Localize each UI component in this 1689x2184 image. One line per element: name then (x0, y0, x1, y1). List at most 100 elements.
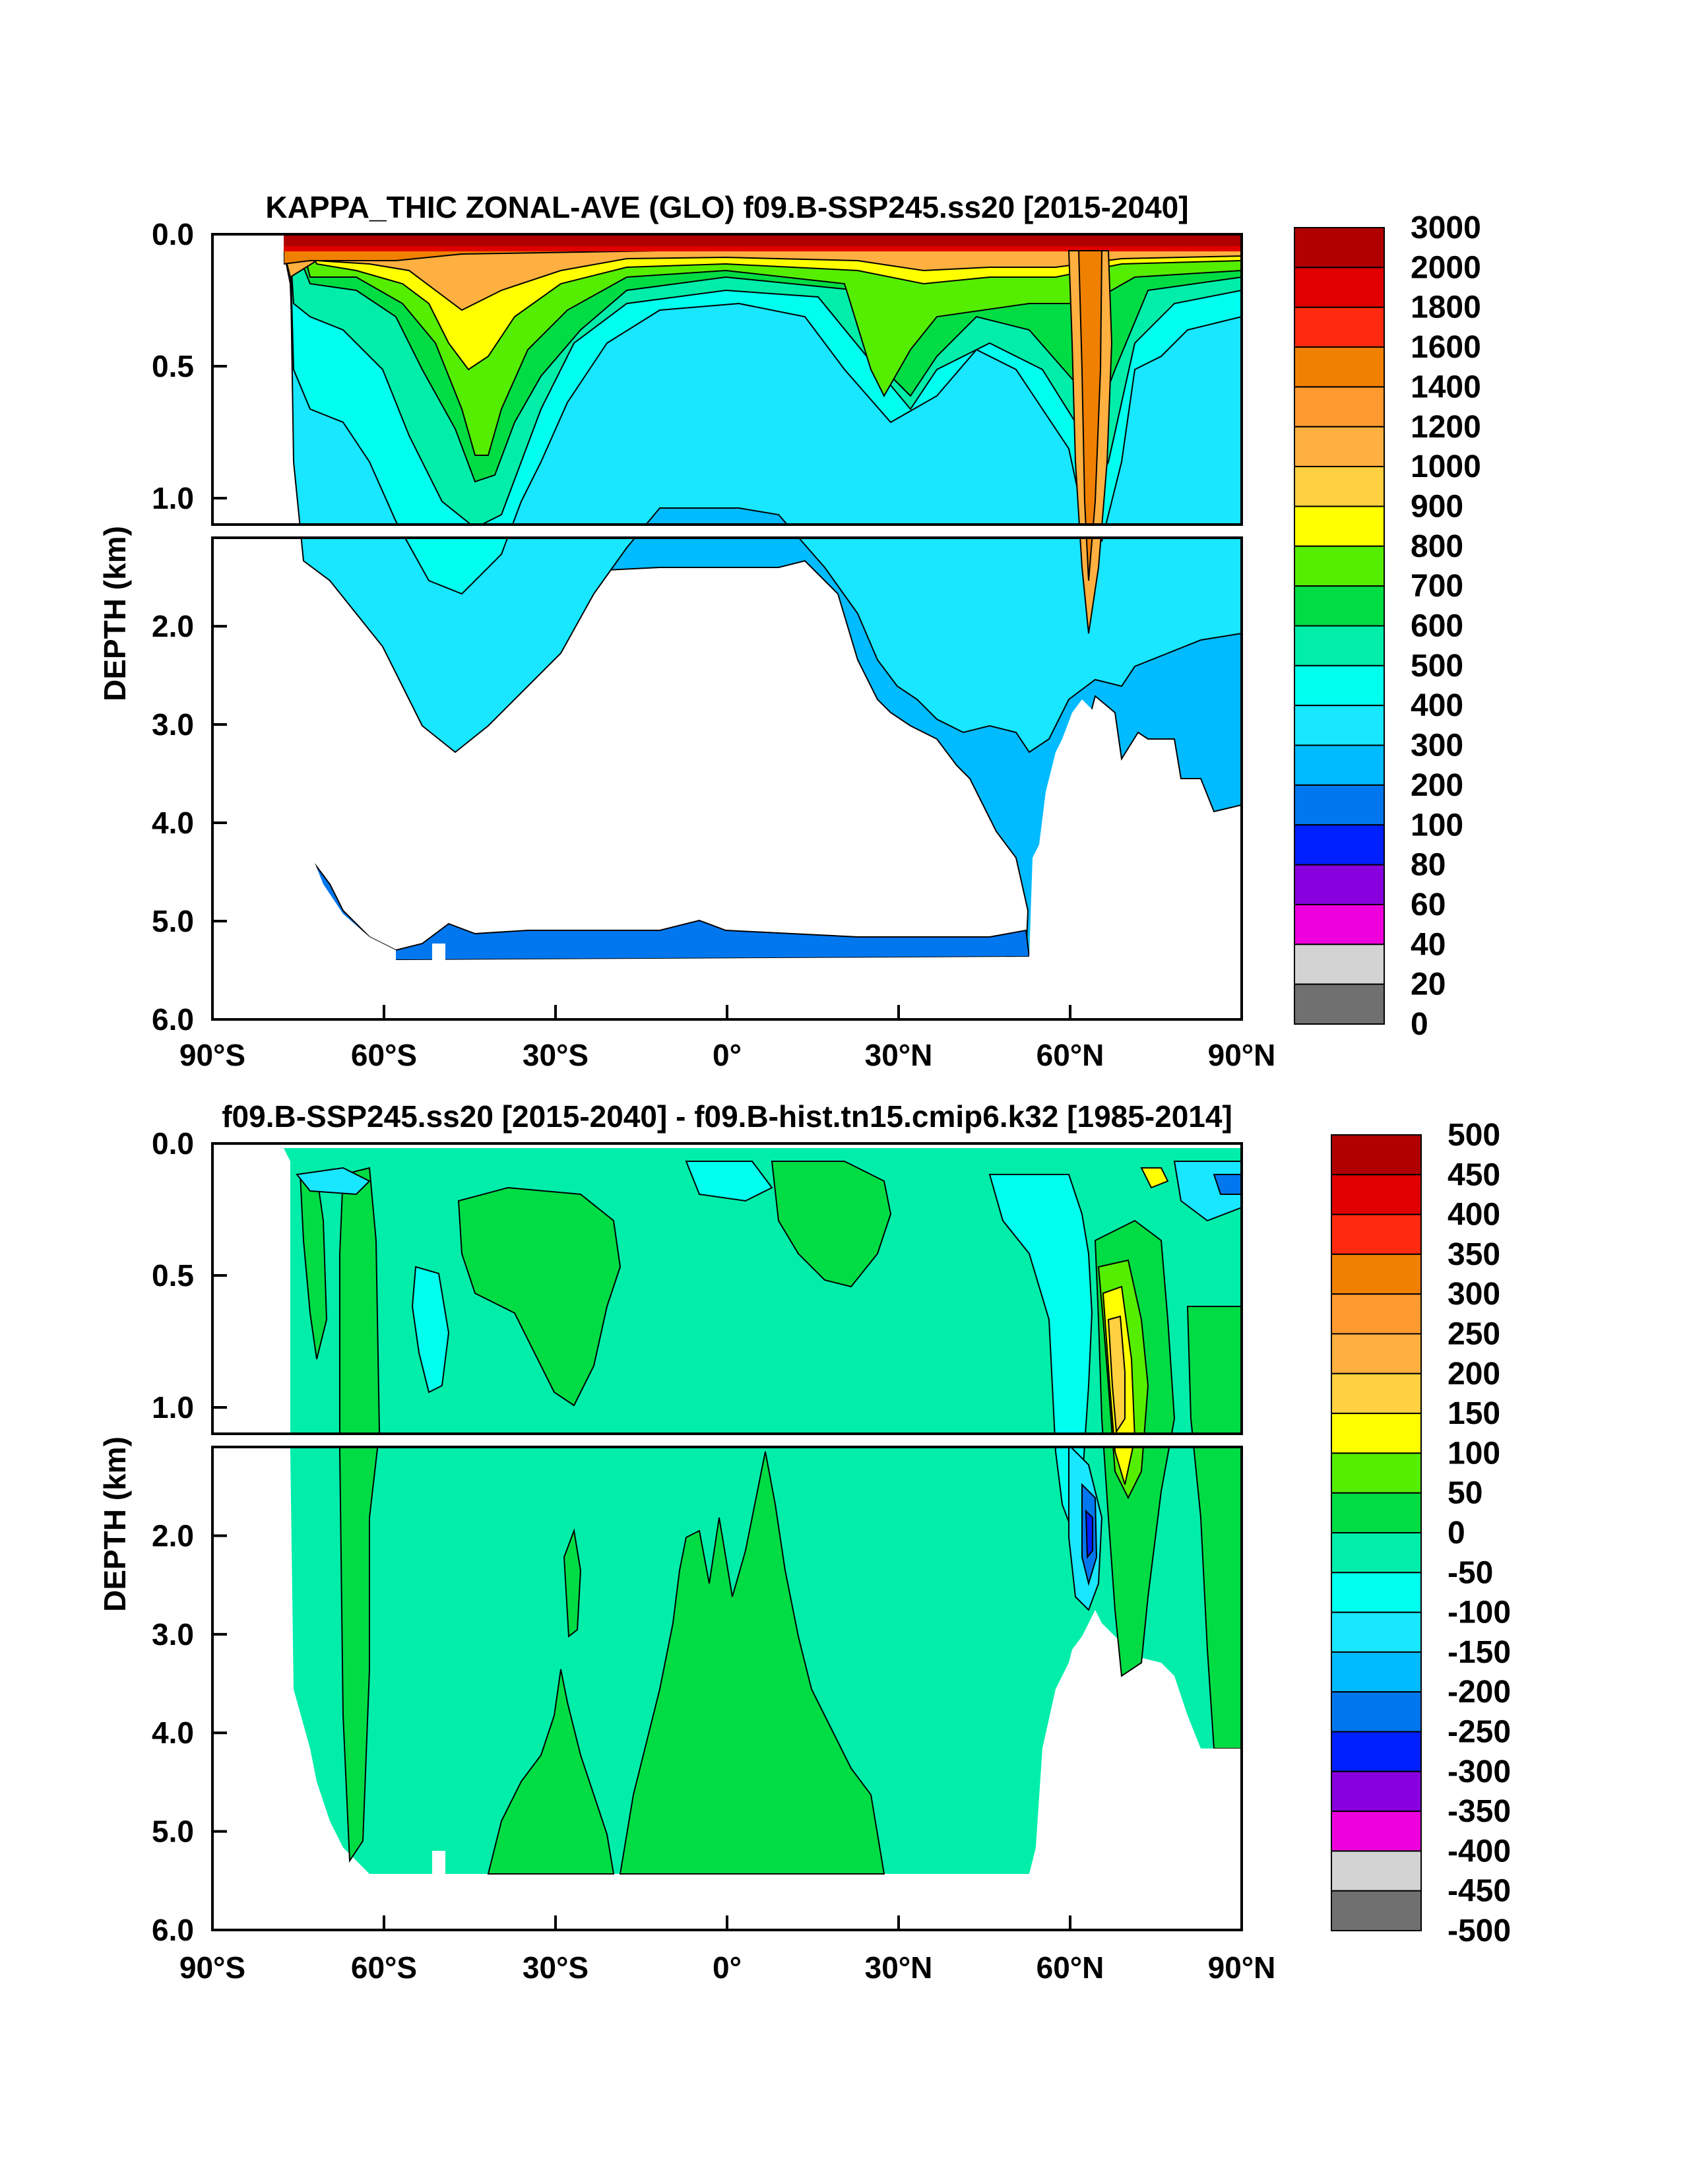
colorbar-swatch (1331, 1890, 1422, 1931)
gap-notch (432, 944, 445, 963)
colorbar-label: -450 (1448, 1874, 1511, 1909)
y-tick-label: 0.5 (152, 1258, 194, 1293)
colorbar-swatch (1331, 1253, 1422, 1295)
colorbar-label: 600 (1411, 609, 1463, 644)
colorbar-swatch (1331, 1850, 1422, 1892)
x-tick-label: 90°N (1208, 1038, 1276, 1072)
y-ticks-top: 0.0 0.5 1.0 2.0 3.0 4.0 5.0 6.0 (152, 217, 227, 1037)
x-tick-label: 60°N (1036, 1950, 1104, 1985)
y-ticks-bottom: 0.0 0.5 1.0 2.0 3.0 4.0 5.0 6.0 (152, 1126, 227, 1947)
y-tick-label: 6.0 (152, 1002, 194, 1037)
colorbar-label: -150 (1448, 1635, 1511, 1670)
y-tick-label: 0.5 (152, 349, 194, 383)
colorbar-label: -100 (1448, 1595, 1511, 1630)
colorbar-label: -400 (1448, 1834, 1511, 1869)
colorbar-swatch (1294, 784, 1385, 826)
chart-title-top: KAPPA_THIC ZONAL-AVE (GLO) f09.B-SSP245.… (265, 190, 1188, 224)
colorbar-top: 3000200018001600140012001000900800700600… (1294, 210, 1481, 1042)
region-800 (309, 250, 1242, 371)
patch-left-column (339, 1167, 381, 1863)
colorbar-swatch (1331, 1413, 1422, 1454)
colorbar-swatch (1294, 545, 1385, 587)
colorbar-label: -350 (1448, 1794, 1511, 1829)
colorbar-swatch (1331, 1611, 1422, 1653)
colorbar-label: 60 (1411, 887, 1446, 922)
colorbar-label: 400 (1411, 688, 1463, 723)
surface-anom-arctic-core (1213, 1174, 1242, 1195)
x-tick-label: 0° (713, 1038, 742, 1072)
colorbar-label: 200 (1448, 1357, 1500, 1392)
y-tick-label: 1.0 (152, 481, 194, 515)
patch-upper-mid (771, 1161, 892, 1288)
colorbar-label: 200 (1411, 768, 1463, 803)
panel-bottom: f09.B-SSP245.ss20 [2015-2040] - f09.B-hi… (98, 1099, 1511, 1985)
colorbar-swatch (1294, 983, 1385, 1025)
colorbar-label: 450 (1448, 1157, 1500, 1192)
region-surface-2 (284, 246, 1242, 251)
frame-top-upper (211, 233, 1243, 526)
neg-patch-surface-2 (685, 1161, 773, 1202)
x-tick-label: 90°S (179, 1038, 245, 1072)
colorbar-swatch (1294, 864, 1385, 905)
colorbar-swatch (1331, 1213, 1422, 1255)
colorbar-label: 300 (1411, 728, 1463, 763)
colorbar-label: 300 (1448, 1277, 1500, 1312)
colorbar-swatch (1294, 664, 1385, 707)
x-ticks-top: 90°S 60°S 30°S 0° 30°N 60°N 90°N (179, 1005, 1276, 1072)
colorbar-swatch (1294, 346, 1385, 388)
x-tick-label: 30°N (865, 1950, 933, 1985)
seafloor-south (212, 960, 389, 1019)
colorbar-swatch (1294, 903, 1385, 946)
gap-notch-bottom (432, 1851, 445, 1877)
colorbar-swatch (1294, 505, 1385, 547)
colorbar-swatch (1331, 1492, 1422, 1533)
patch-upper-left (457, 1186, 621, 1407)
x-tick-label: 30°N (865, 1038, 933, 1072)
patch-deep-small (563, 1528, 582, 1638)
seafloor-bottom (369, 1617, 1242, 1930)
colorbar-label: 800 (1411, 529, 1463, 564)
ylabel-bottom: DEPTH (km) (98, 1436, 132, 1612)
land-antarctic-bottom (212, 1143, 369, 1930)
colorbar-swatch (1294, 267, 1385, 308)
colorbar-label: -50 (1448, 1555, 1493, 1590)
land-antarctic (212, 234, 396, 1019)
y-tick-label: 4.0 (152, 1716, 194, 1750)
colorbar-label: 700 (1411, 569, 1463, 604)
colorbar-swatch (1294, 944, 1385, 985)
field-bottom (212, 1143, 1242, 1930)
neg-core-60n-center (1085, 1509, 1093, 1559)
split-gap-bottom (210, 1434, 1246, 1447)
colorbar-label: 500 (1448, 1118, 1500, 1153)
colorbar-swatch (1331, 1134, 1422, 1176)
seafloor-patch (393, 960, 1029, 1019)
x-tick-label: 30°S (523, 1038, 589, 1072)
x-tick-label: 0° (713, 1950, 742, 1985)
colorbar-bottom: 500450400350300250200150100500-50-100-15… (1331, 1118, 1511, 1948)
colorbar-label: 1400 (1411, 369, 1481, 404)
colorbar-label: 1000 (1411, 449, 1481, 484)
colorbar-label: 1200 (1411, 410, 1481, 445)
surface-anom-70n (1140, 1167, 1169, 1189)
chart-title-bottom: f09.B-SSP245.ss20 [2015-2040] - f09.B-hi… (222, 1099, 1232, 1134)
patch-deep-left (487, 1669, 615, 1875)
colorbar-swatch (1294, 306, 1385, 348)
colorbar-label: -300 (1448, 1754, 1511, 1789)
colorbar-label: 350 (1448, 1237, 1500, 1272)
y-tick-label: 1.0 (152, 1390, 194, 1425)
colorbar-label: 80 (1411, 848, 1446, 883)
colorbar-swatch (1294, 824, 1385, 866)
colorbar-label: -500 (1448, 1913, 1511, 1948)
colorbar-label: 20 (1411, 967, 1446, 1002)
patch-deep-center (619, 1451, 885, 1875)
y-tick-label: 0.0 (152, 1126, 194, 1161)
colorbar-swatch (1331, 1333, 1422, 1374)
colorbar-label: 900 (1411, 489, 1463, 524)
colorbar-swatch (1331, 1532, 1422, 1574)
colorbar-swatch (1331, 1691, 1422, 1733)
colorbar-swatch (1331, 1452, 1422, 1494)
x-tick-label: 90°N (1208, 1950, 1276, 1985)
x-tick-label: 60°S (351, 1038, 417, 1072)
pos-plume-65n-200 (1107, 1315, 1126, 1434)
colorbar-swatch (1294, 227, 1385, 269)
